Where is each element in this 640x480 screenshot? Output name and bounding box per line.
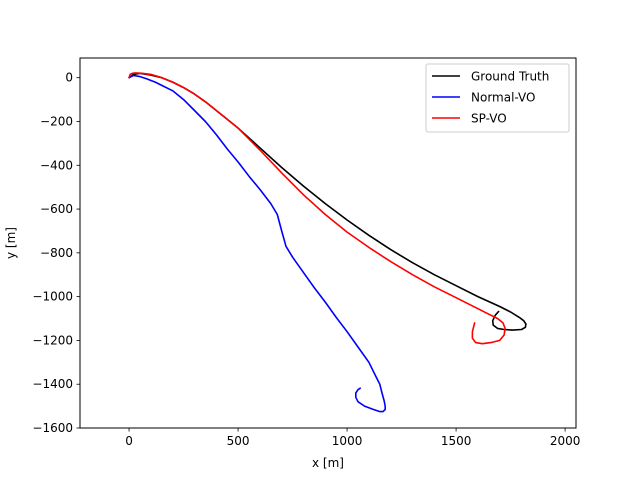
x-tick-label: 0	[125, 434, 133, 448]
x-tick-label: 1000	[332, 434, 363, 448]
legend-label-sp-vo: SP-VO	[471, 112, 507, 126]
x-tick-label: 1500	[441, 434, 472, 448]
series-line-sp-vo	[128, 72, 506, 345]
y-tick-label: −600	[40, 202, 73, 216]
y-tick-label: 0	[65, 71, 73, 85]
series-line-normal-vo	[128, 74, 387, 413]
series-layer	[128, 72, 527, 413]
legend-box	[425, 63, 570, 133]
x-tick-label: 2000	[550, 434, 581, 448]
y-axis-ticks: 0 −200 −400 −600 −800 −1000 −1200 −1400 −1600	[32, 71, 80, 435]
legend-label-ground-truth: Ground Truth	[471, 70, 549, 84]
legend: Ground Truth Normal-VO SP-VO	[425, 63, 570, 133]
y-tick-label: −1400	[32, 377, 73, 391]
plot-frame	[79, 57, 577, 429]
legend-label-normal-vo: Normal-VO	[471, 91, 536, 105]
y-axis-label: y [m]	[4, 227, 18, 259]
x-axis-ticks: 0 500 1000 1500 2000	[125, 428, 580, 448]
y-tick-label: −800	[40, 246, 73, 260]
x-axis-label: x [m]	[312, 456, 344, 470]
y-tick-label: −1200	[32, 333, 73, 347]
y-tick-label: −1000	[32, 290, 73, 304]
x-tick-label: 500	[227, 434, 250, 448]
y-tick-label: −200	[40, 114, 73, 128]
y-tick-label: −400	[40, 158, 73, 172]
y-tick-label: −1600	[32, 421, 73, 435]
